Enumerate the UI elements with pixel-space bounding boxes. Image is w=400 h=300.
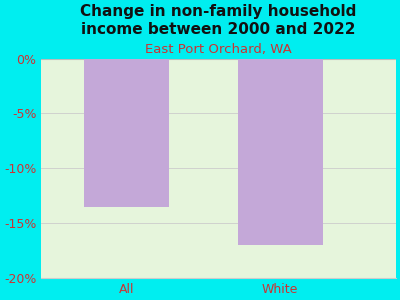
- Bar: [238, 58, 323, 245]
- Title: Change in non-family household
income between 2000 and 2022: Change in non-family household income be…: [80, 4, 357, 37]
- Text: East Port Orchard, WA: East Port Orchard, WA: [145, 44, 292, 56]
- Bar: [84, 58, 168, 207]
